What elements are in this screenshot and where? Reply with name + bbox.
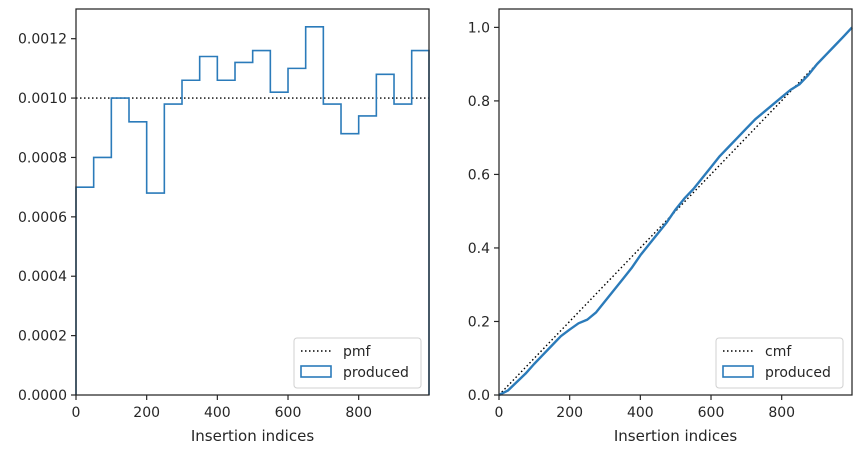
cmf-ytick-label: 0.2 [468, 314, 490, 330]
pmf-produced-bin [217, 80, 235, 395]
pmf-legend-produced-label: produced [343, 365, 409, 381]
pmf-ytick-label: 0.0000 [18, 388, 67, 404]
cmf-produced-line [498, 26, 853, 397]
pmf-produced-bin [129, 122, 147, 395]
pmf-xtick-label: 0 [72, 405, 81, 421]
cmf-ytick-label: 1.0 [468, 20, 490, 36]
pmf-ytick-label: 0.0008 [18, 150, 67, 166]
pmf-produced-bin [147, 193, 165, 395]
cmf-chart-xlabel: Insertion indices [614, 427, 737, 445]
pmf-produced-bin [182, 80, 200, 395]
pmf-xtick-label: 200 [133, 405, 160, 421]
pmf-produced-bin [111, 98, 129, 395]
pmf-xtick-label: 800 [345, 405, 372, 421]
pmf-ytick-label: 0.0010 [18, 91, 67, 107]
cmf-xtick-label: 0 [495, 405, 504, 421]
cmf-ytick-label: 0.8 [468, 94, 490, 110]
cmf-chart-legend: cmf produced [715, 337, 844, 389]
pmf-produced-bin [76, 187, 94, 395]
pmf-produced-bin [164, 104, 182, 395]
cmf-chart-panel: 0 200 400 600 800 0.0 0.2 0.4 0.6 0.8 1.0 Insertio… [468, 8, 853, 445]
pmf-produced-bin [200, 57, 218, 395]
pmf-chart-frame [75, 8, 430, 396]
pmf-chart-xlabel: Insertion indices [191, 427, 314, 445]
cmf-xtick-label: 600 [698, 405, 725, 421]
pmf-produced-bin [270, 92, 288, 395]
pmf-ytick-label: 0.0012 [18, 32, 67, 48]
pmf-ytick-label: 0.0002 [18, 329, 67, 345]
pmf-produced-bin [253, 51, 271, 395]
pmf-xtick-label: 600 [275, 405, 302, 421]
cmf-xtick-label: 200 [556, 405, 583, 421]
pmf-chart-legend: pmf produced [293, 337, 422, 389]
pmf-chart-series [75, 26, 430, 395]
pmf-produced-histogram [75, 26, 430, 395]
cmf-chart-ticks: 0 200 400 600 800 0.0 0.2 0.4 0.6 0.8 1.0 [468, 20, 795, 421]
pmf-legend-pmf-label: pmf [343, 344, 372, 360]
cmf-chart-frame [498, 8, 853, 396]
cmf-legend-cmf-label: cmf [765, 344, 792, 360]
pmf-chart-ticks: 0 200 400 600 800 0.0000 0.0002 0.0004 0.0006 0.0… [18, 32, 372, 421]
pmf-produced-bin [94, 157, 112, 395]
cmf-ytick-label: 0.4 [468, 241, 490, 257]
cmf-xtick-label: 800 [768, 405, 795, 421]
cmf-xtick-label: 400 [627, 405, 654, 421]
cmf-ytick-label: 0.6 [468, 167, 490, 183]
pmf-ytick-label: 0.0006 [18, 210, 67, 226]
pmf-chart-panel: 0 200 400 600 800 0.0000 0.0002 0.0004 0.0006 0.0… [18, 8, 430, 445]
pmf-produced-bin [235, 62, 253, 395]
cmf-legend-produced-label: produced [765, 365, 831, 381]
pmf-legend-produced-swatch [300, 365, 332, 378]
pmf-ytick-label: 0.0004 [18, 269, 67, 285]
pmf-xtick-label: 400 [204, 405, 231, 421]
cmf-chart-series [498, 26, 853, 397]
cmf-legend-produced-swatch [722, 365, 754, 378]
cmf-ytick-label: 0.0 [468, 388, 490, 404]
